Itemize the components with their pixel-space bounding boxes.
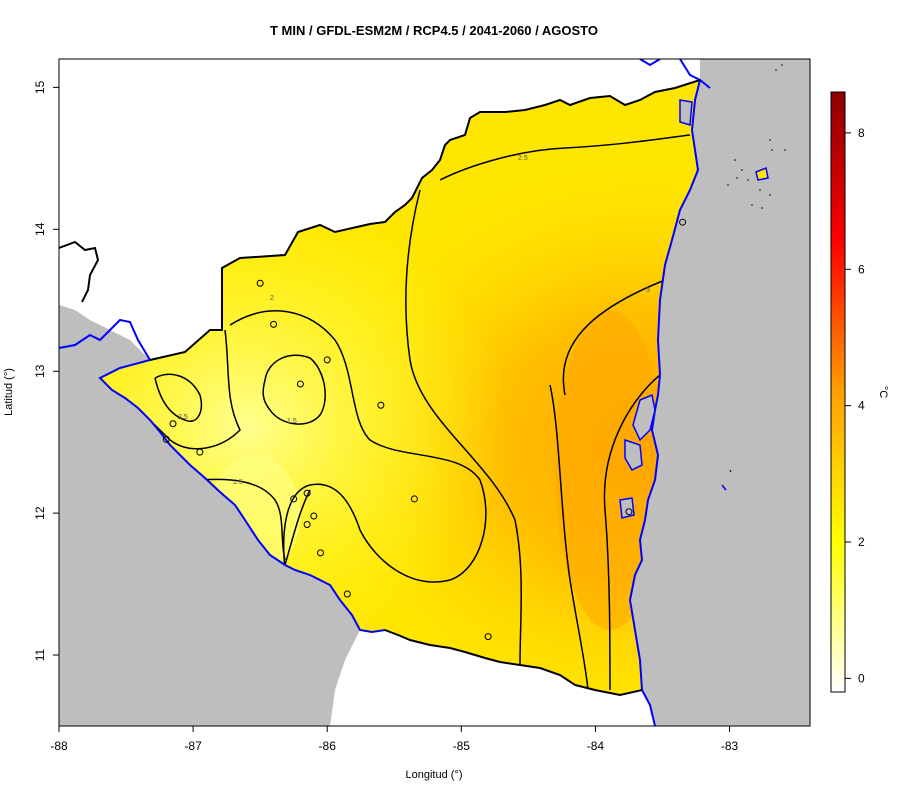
- y-axis: 11 12 13 14 15: [33, 80, 59, 661]
- station-marker: [679, 218, 687, 226]
- y-axis-label: Latitud (°): [3, 368, 15, 416]
- colorbar: [830, 91, 846, 693]
- map-area: 2.5 3 2 2.5 1.5 1.5: [59, 59, 810, 726]
- border-costa-rica: [384, 629, 643, 697]
- colorbar-tick-label: 2: [858, 535, 865, 549]
- y-tick-label: 15: [33, 80, 47, 94]
- x-tick-label: -85: [453, 739, 471, 753]
- x-tick-label: -88: [50, 739, 68, 753]
- map-title: T MIN / GFDL-ESM2M / RCP4.5 / 2041-2060 …: [270, 23, 598, 38]
- colorbar-unit: °C: [877, 386, 889, 398]
- station-marker: [256, 279, 264, 287]
- y-tick-label: 11: [33, 648, 47, 661]
- station-marker: [323, 356, 331, 364]
- colorbar-ticks: 0 2 4 6 8: [845, 126, 865, 685]
- stations: [162, 218, 687, 641]
- colorbar-tick-label: 8: [858, 126, 865, 140]
- costa-rica-land: [330, 630, 655, 726]
- station-marker: [317, 549, 325, 557]
- border-honduras: [149, 79, 701, 361]
- contour-2: [229, 310, 487, 583]
- x-tick-label: -84: [587, 739, 605, 753]
- station-marker: [625, 508, 633, 516]
- contour-2-5-west: [154, 373, 202, 422]
- x-tick-label: -86: [319, 739, 337, 753]
- station-marker: [410, 495, 418, 503]
- contour-label: 2.5: [518, 155, 528, 162]
- island: [721, 484, 727, 491]
- contour-2-5-south: [549, 384, 589, 691]
- x-axis: -88 -87 -86 -85 -84 -83: [50, 726, 739, 753]
- station-marker: [162, 435, 170, 443]
- honduras-land: [59, 59, 700, 360]
- station-marker: [343, 590, 351, 598]
- contour-1-5-north: [262, 354, 326, 425]
- station-marker: [303, 489, 311, 497]
- y-tick-label: 12: [33, 506, 47, 520]
- lagoon: [632, 393, 656, 442]
- island: [729, 469, 732, 473]
- contour-1-5-south: [199, 478, 286, 561]
- x-tick-label: -87: [184, 739, 202, 753]
- station-marker: [290, 495, 298, 503]
- colorbar-tick-label: 4: [858, 399, 865, 413]
- station-marker: [377, 401, 385, 409]
- colorbar-tick-label: 0: [858, 671, 865, 685]
- x-axis-label: Longitud (°): [406, 769, 463, 781]
- contour-label: 3: [646, 287, 650, 294]
- contour-label: 1.5: [233, 479, 243, 486]
- lagoon: [619, 497, 635, 519]
- station-marker: [303, 520, 311, 528]
- contour-3-inner: [603, 374, 661, 691]
- station-marker: [270, 320, 278, 328]
- colorbar-tick-label: 6: [858, 262, 865, 276]
- station-marker: [310, 512, 318, 520]
- contour-label: 2: [270, 295, 274, 302]
- station-marker: [196, 448, 204, 456]
- lagoon: [679, 99, 693, 126]
- x-tick-label: -83: [721, 739, 739, 753]
- island: [755, 166, 769, 181]
- lagoon: [624, 438, 643, 471]
- contour-3-east: [562, 279, 666, 396]
- contour-2-5-north: [439, 134, 691, 181]
- cays: [727, 64, 786, 209]
- contour-label: 1.5: [287, 418, 297, 425]
- y-tick-label: 14: [33, 222, 47, 236]
- coastline-caribbean: [628, 79, 701, 726]
- plot-frame: [58, 58, 811, 727]
- contour-label: 2.5: [178, 414, 188, 421]
- y-tick-label: 13: [33, 364, 47, 378]
- station-marker: [484, 633, 492, 641]
- border-honduras-west: [59, 240, 100, 303]
- coastline: [59, 318, 386, 634]
- contour-2-5-main: [405, 189, 522, 666]
- contour-2-south: [284, 489, 311, 566]
- station-marker: [296, 380, 304, 388]
- station-marker: [169, 420, 177, 428]
- coastline-north: [639, 59, 711, 89]
